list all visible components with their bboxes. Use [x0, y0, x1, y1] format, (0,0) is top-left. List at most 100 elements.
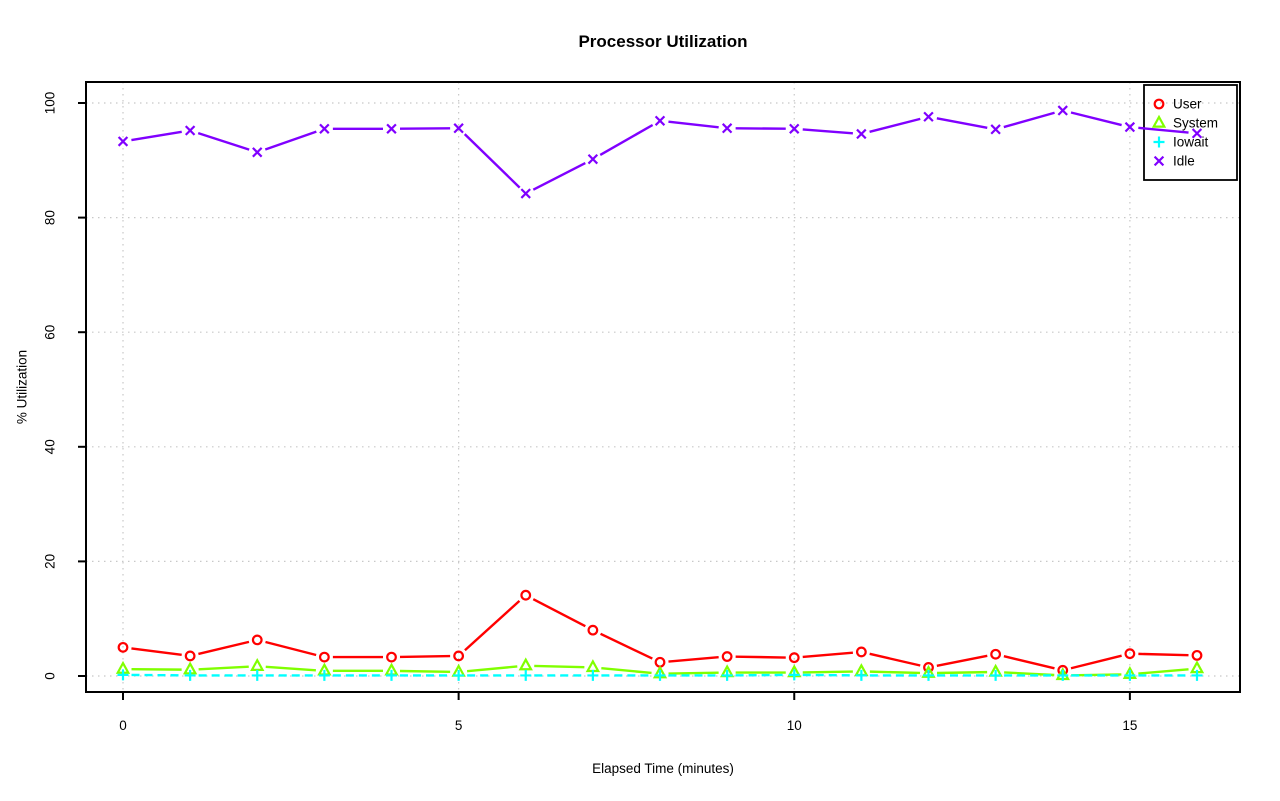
data-point-user	[453, 650, 465, 662]
y-tick-label: 40	[43, 439, 58, 454]
data-point-iowait	[587, 669, 599, 681]
series-iowait	[117, 669, 1203, 681]
data-point-user	[1124, 648, 1136, 660]
series-segment	[936, 117, 988, 129]
legend-label-iowait: Iowait	[1173, 135, 1209, 150]
series-segment	[1003, 111, 1055, 129]
series-segment	[1070, 111, 1122, 127]
data-point-iowait	[1057, 669, 1069, 681]
series-segment	[399, 669, 451, 674]
series-segment	[131, 647, 182, 657]
data-point-iowait	[184, 669, 196, 681]
series-segment	[197, 131, 250, 151]
x-tick-label: 15	[1122, 718, 1137, 733]
data-point-iowait	[788, 669, 800, 681]
data-point-iowait	[855, 669, 867, 681]
data-point-user	[184, 650, 196, 662]
series-segment	[869, 652, 921, 667]
series-idle	[117, 105, 1203, 199]
data-point-user	[788, 652, 800, 664]
series-segment	[198, 640, 250, 656]
series-segment	[668, 671, 719, 675]
series-segment	[1070, 654, 1122, 670]
data-point-idle	[856, 128, 867, 140]
series-segment	[1138, 668, 1189, 675]
series-segment	[265, 665, 316, 672]
data-point-idle	[184, 125, 196, 136]
y-tick-label: 0	[43, 672, 58, 680]
data-point-iowait	[453, 669, 465, 681]
data-point-user	[721, 651, 733, 662]
data-point-iowait	[1191, 669, 1203, 681]
series-segment	[532, 161, 586, 191]
data-point-user	[251, 634, 263, 646]
series-segment	[463, 133, 521, 189]
series-segment	[198, 665, 249, 671]
data-point-idle	[1124, 121, 1136, 133]
data-point-iowait	[721, 669, 733, 681]
data-point-idle	[587, 153, 599, 165]
data-point-user	[386, 651, 397, 663]
data-point-idle	[1057, 105, 1068, 116]
series-segment	[936, 654, 988, 667]
data-point-idle	[386, 123, 397, 134]
series-segment	[534, 664, 585, 669]
data-point-iowait	[520, 669, 532, 681]
series-segment	[802, 128, 853, 135]
series-segment	[802, 651, 854, 659]
x-tick-label: 10	[787, 718, 802, 733]
series-segment	[1003, 655, 1055, 670]
legend-box	[1143, 84, 1238, 181]
data-point-user	[654, 656, 666, 668]
data-point-user	[1191, 649, 1203, 661]
series-segment	[1138, 126, 1189, 134]
x-tick-label: 5	[455, 718, 463, 733]
series-segment	[464, 600, 521, 652]
data-point-user	[587, 624, 599, 636]
series-segment	[1138, 652, 1189, 657]
series-segment	[668, 656, 719, 663]
x-tick-label: 0	[119, 718, 127, 733]
series-segment	[265, 640, 317, 657]
data-point-idle	[1191, 128, 1203, 139]
data-point-idle	[319, 123, 330, 134]
legend-label-idle: Idle	[1173, 154, 1195, 169]
series-segment	[600, 632, 653, 660]
legend-marker-system	[1151, 114, 1167, 128]
data-point-iowait	[386, 669, 397, 681]
data-point-user	[117, 641, 129, 653]
data-point-iowait	[654, 669, 666, 681]
gridlines	[86, 82, 1240, 692]
series-segment	[668, 120, 719, 129]
series-user	[117, 589, 1203, 676]
legend-marker-iowait	[1153, 136, 1165, 148]
chart-title: Processor Utilization	[578, 32, 748, 51]
data-point-iowait	[251, 669, 263, 681]
data-point-iowait	[1124, 669, 1136, 681]
series-segment	[131, 130, 182, 142]
series-segment	[601, 667, 652, 675]
data-point-iowait	[318, 669, 330, 681]
legend-marker-user	[1153, 98, 1165, 110]
data-point-idle	[520, 188, 531, 199]
data-point-idle	[117, 136, 129, 147]
series-segment	[399, 654, 451, 659]
series-segment	[802, 670, 853, 674]
data-point-system	[518, 657, 533, 671]
series-segment	[599, 123, 654, 156]
data-point-idle	[654, 115, 666, 126]
plot-box	[85, 81, 1241, 693]
data-point-system	[250, 657, 265, 671]
y-tick-label: 100	[43, 92, 58, 115]
data-point-idle	[990, 124, 1001, 135]
data-point-user	[318, 651, 330, 663]
y-tick-label: 20	[43, 554, 58, 569]
legend: User System Iowait Idle	[1143, 84, 1238, 181]
data-point-iowait	[923, 669, 934, 681]
x-axis-label: Elapsed Time (minutes)	[592, 761, 734, 776]
series-segment	[869, 670, 921, 675]
data-point-iowait	[117, 669, 129, 681]
data-point-user	[990, 648, 1002, 660]
